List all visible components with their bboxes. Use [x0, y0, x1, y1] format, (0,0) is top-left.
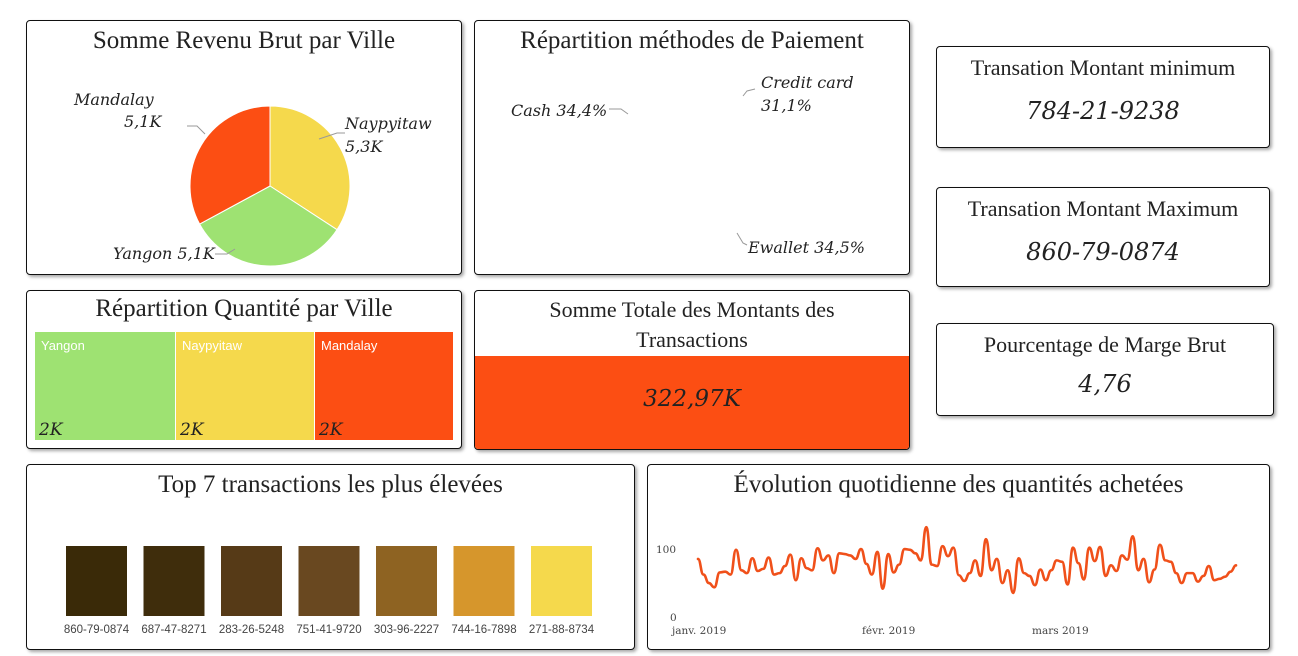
bar-271-88-8734[interactable]: [531, 546, 592, 616]
quantity-series-line: [696, 525, 1238, 595]
bar-860-79-0874[interactable]: [66, 546, 127, 616]
treemap-cell-yangon[interactable]: Yangon 2K: [35, 332, 175, 440]
treemap-cell-value: 2K: [180, 420, 204, 440]
bar-label: 751-41-9720: [296, 624, 361, 636]
bar-687-47-8271[interactable]: [143, 546, 205, 616]
treemap-cell-mandalay[interactable]: Mandalay 2K: [315, 332, 453, 440]
payment-methods-card: Répartition méthodes de Paiement Credit …: [474, 20, 910, 275]
top-transactions-chart: 860-79-0874 687-47-8271 283-26-5248 751-41-…: [64, 546, 595, 636]
payment-methods-title: Répartition méthodes de Paiement: [520, 27, 864, 54]
kpi-max-value: 860-79-0874: [1026, 238, 1180, 266]
bar-label: 271-88-8734: [529, 624, 595, 636]
kpi-min-card: Transation Montant minimum 784-21-9238: [936, 46, 1270, 148]
bar-label: 687-47-8271: [141, 624, 206, 636]
x-tick-feb: févr. 2019: [862, 625, 915, 637]
revenue-by-city-title: Somme Revenu Brut par Ville: [92, 27, 396, 54]
top-transactions-title: Top 7 transactions les plus élevées: [158, 471, 503, 498]
treemap-cell-naypyitaw[interactable]: Naypyitaw 2K: [176, 332, 314, 440]
bar-303-96-2227[interactable]: [376, 546, 437, 616]
pie-label-cash: Cash 34,4%: [511, 101, 607, 120]
kpi-min-title: Transation Montant minimum: [970, 55, 1236, 80]
treemap-cell-name: Naypyitaw: [182, 338, 242, 353]
total-amount-band: [475, 356, 909, 449]
x-tick-mar: mars 2019: [1032, 625, 1089, 637]
leader-line: [215, 248, 236, 255]
y-tick-100: 100: [656, 544, 676, 556]
quantity-by-city-title: Répartition Quantité par Ville: [95, 295, 393, 322]
kpi-max-card: Transation Montant Maximum 860-79-0874: [936, 187, 1270, 287]
treemap-cell-value: 2K: [319, 420, 343, 440]
pie-label-ewallet: Ewallet 34,5%: [747, 238, 865, 257]
kpi-max-title: Transation Montant Maximum: [967, 196, 1239, 221]
kpi-margin-card: Pourcentage de Marge Brut 4,76: [936, 323, 1274, 416]
total-amount-value: 322,97K: [643, 386, 741, 412]
treemap-cell-value: 2K: [39, 420, 63, 440]
leader-line: [318, 132, 345, 140]
x-tick-jan: janv. 2019: [670, 625, 726, 637]
payment-pie-chart: Credit card 31,1% Cash 34,4% Ewallet 34,…: [511, 73, 865, 257]
total-amount-card: Somme Totale des Montants des Transactio…: [474, 290, 910, 450]
kpi-margin-title: Pourcentage de Marge Brut: [983, 332, 1227, 357]
treemap-cell-name: Mandalay: [321, 338, 378, 353]
pie-label-naypyitaw-name: Naypyitaw: [344, 114, 432, 133]
pie-label-yangon: Yangon 5,1K: [113, 244, 216, 263]
leader-line: [609, 108, 629, 115]
daily-quantity-card: Évolution quotidienne des quantités ache…: [647, 464, 1270, 650]
pie-label-credit-value: 31,1%: [761, 96, 812, 115]
top-transactions-card: Top 7 transactions les plus élevées 860-…: [26, 464, 635, 650]
pie-slice-mandalay[interactable]: [189, 105, 271, 225]
y-tick-0: 0: [670, 612, 677, 624]
revenue-pie-chart: Mandalay 5,1K Naypyitaw 5,3K Yangon 5,1K: [73, 90, 432, 267]
bar-744-16-7898[interactable]: [453, 546, 515, 616]
bar-label: 303-96-2227: [374, 624, 439, 636]
leader-line: [187, 125, 206, 135]
bar-label: 283-26-5248: [219, 624, 284, 636]
treemap-cell-name: Yangon: [41, 338, 85, 353]
bar-751-41-9720[interactable]: [298, 546, 360, 616]
leader-line: [742, 88, 756, 97]
leader-line: [736, 232, 748, 246]
revenue-by-city-card: Somme Revenu Brut par Ville Mandalay 5,1…: [26, 20, 462, 275]
daily-quantity-chart: 100 0 janv. 2019 févr. 2019 mars 2019: [656, 525, 1238, 637]
bar-label: 860-79-0874: [64, 624, 130, 636]
pie-label-credit-name: Credit card: [761, 73, 854, 92]
pie-label-mandalay-value: 5,1K: [124, 112, 162, 131]
pie-label-naypyitaw-value: 5,3K: [345, 137, 383, 156]
kpi-min-value: 784-21-9238: [1026, 97, 1180, 125]
bar-label: 744-16-7898: [451, 624, 516, 636]
bar-283-26-5248[interactable]: [221, 546, 282, 616]
kpi-margin-value: 4,76: [1078, 370, 1132, 398]
daily-quantity-title: Évolution quotidienne des quantités ache…: [733, 471, 1184, 498]
quantity-by-city-card: Répartition Quantité par Ville Yangon 2K…: [26, 290, 462, 449]
total-amount-title: Somme Totale des Montants des Transactio…: [549, 297, 835, 352]
pie-label-mandalay-name: Mandalay: [73, 90, 155, 109]
